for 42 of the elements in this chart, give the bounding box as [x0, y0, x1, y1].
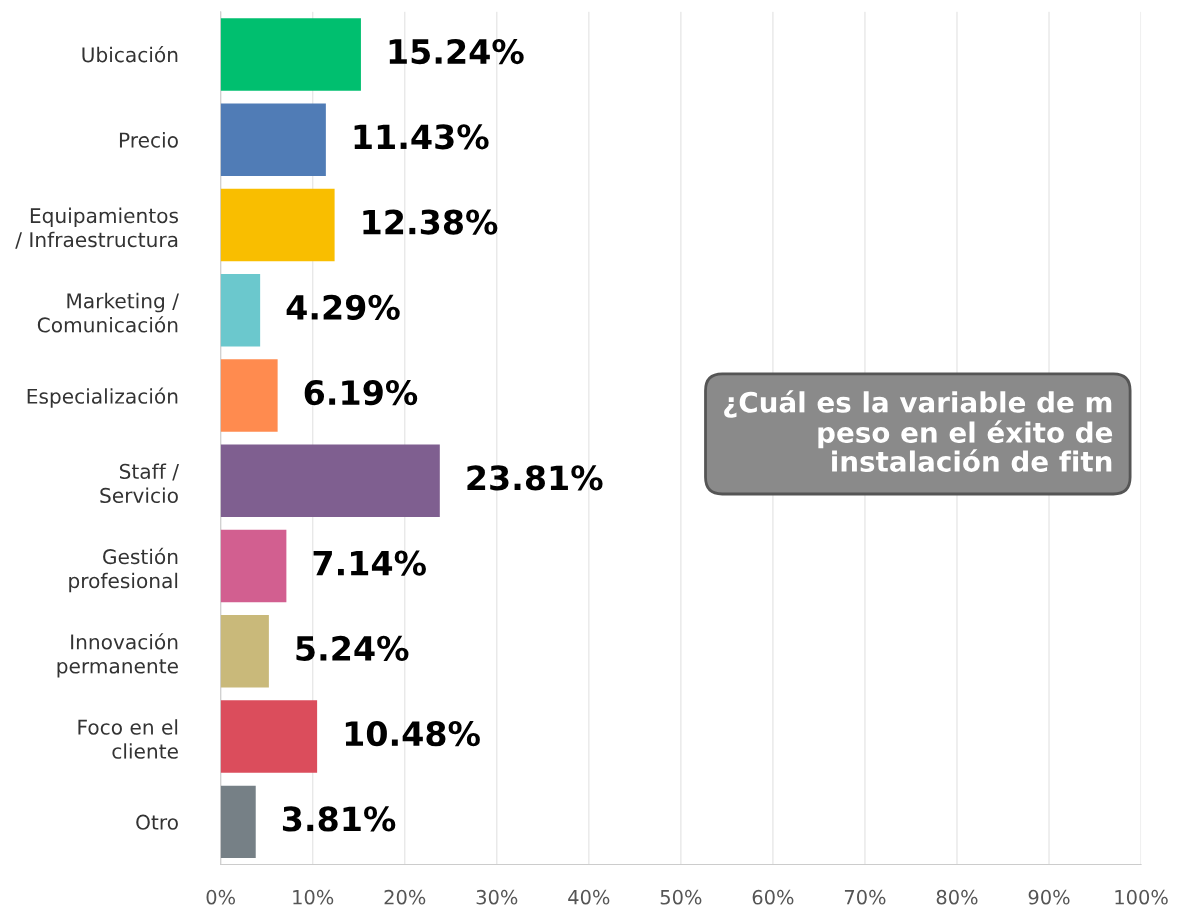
data-label: 12.38%: [363, 209, 498, 235]
data-label: 6.19%: [304, 379, 418, 406]
bar: [220, 444, 440, 518]
data-label: 3.81%: [282, 806, 396, 832]
x-tick-label: 0%: [206, 889, 236, 905]
x-tick-label: 10%: [293, 889, 334, 905]
y-tick-label: Ubicación: [82, 46, 178, 63]
x-tick-label: 40%: [568, 889, 610, 905]
data-label: 7.14%: [313, 550, 426, 576]
bar: [220, 103, 326, 176]
data-label: 4.29%: [286, 294, 400, 320]
bar: [220, 615, 269, 688]
data-label: 5.24%: [296, 635, 409, 661]
x-tick-label: 100%: [1115, 889, 1168, 905]
x-tick-label: 90%: [1028, 889, 1070, 905]
bar: [220, 700, 318, 773]
x-tick-label: 80%: [936, 889, 978, 905]
y-tick-label: Equipamientos / Infraestructura: [15, 207, 179, 249]
data-label: 10.48%: [345, 721, 480, 747]
x-tick-label: 60%: [752, 889, 794, 905]
y-tick-label: Staff / Servicio: [100, 463, 179, 504]
bar: [220, 785, 256, 859]
y-tick-label: Precio: [119, 132, 178, 148]
y-tick-label: Marketing / Comunicación: [37, 292, 179, 333]
x-tick-label: 30%: [476, 889, 518, 905]
bar: [220, 18, 361, 91]
bar: [220, 529, 287, 603]
x-tick-label: 70%: [844, 889, 886, 905]
bar: [220, 188, 335, 262]
y-tick-label: Foco en el cliente: [78, 719, 178, 759]
bar: [220, 359, 278, 432]
y-tick-label: Innovación permanente: [57, 633, 178, 678]
data-label: 11.43%: [354, 124, 489, 150]
bar: [220, 274, 261, 347]
y-tick-label: Otro: [136, 814, 178, 830]
y-tick-label: Especialización: [27, 387, 178, 408]
x-tick-label: 20%: [384, 889, 426, 905]
data-label: 23.81%: [467, 465, 603, 491]
y-tick-label: Gestión profesional: [69, 547, 178, 593]
data-label: 15.24%: [389, 38, 524, 65]
annotation: ¿Cuál es la variable de m peso en el éxito de instalación de fitn: [724, 390, 1113, 472]
x-tick-label: 50%: [660, 889, 702, 905]
